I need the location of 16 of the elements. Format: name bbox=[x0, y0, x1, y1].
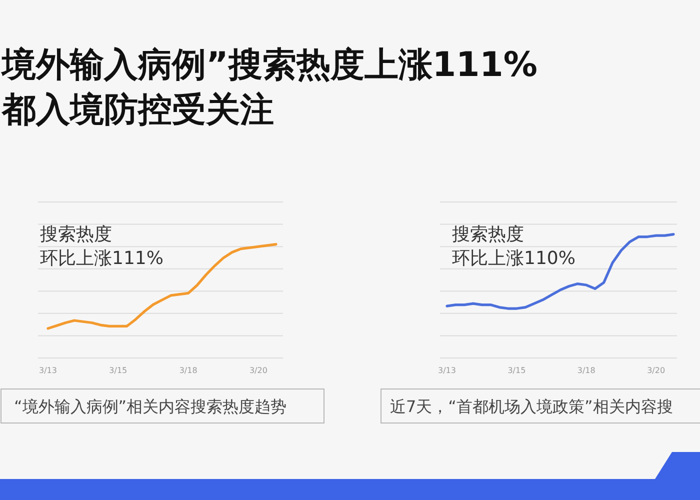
text: 近7天，“首都机场入境政策”相关内容搜 bbox=[390, 397, 673, 416]
text: “境外输入病例”相关内容搜索热度趋势 bbox=[14, 397, 287, 416]
x-tick-label: 3/18 bbox=[179, 366, 198, 375]
x-tick-label: 3/18 bbox=[577, 366, 596, 375]
x-tick-label: 3/15 bbox=[508, 366, 526, 375]
chart-title: 境外输入病例”搜索热度上涨111% bbox=[0, 45, 538, 85]
annotation: 搜索热度 bbox=[452, 224, 524, 245]
annotation: 环比上涨110% bbox=[452, 248, 576, 269]
x-tick-label: 3/13 bbox=[438, 366, 456, 375]
annotation: 搜索热度 bbox=[40, 224, 112, 245]
chart-subtitle: 都入境防控受关注 bbox=[1, 90, 274, 130]
annotation: 环比上涨111% bbox=[40, 248, 164, 269]
x-tick-label: 3/20 bbox=[249, 366, 268, 375]
x-tick-label: 3/20 bbox=[647, 366, 666, 375]
x-tick-label: 3/15 bbox=[109, 366, 128, 375]
x-tick-label: 3/13 bbox=[39, 366, 57, 375]
